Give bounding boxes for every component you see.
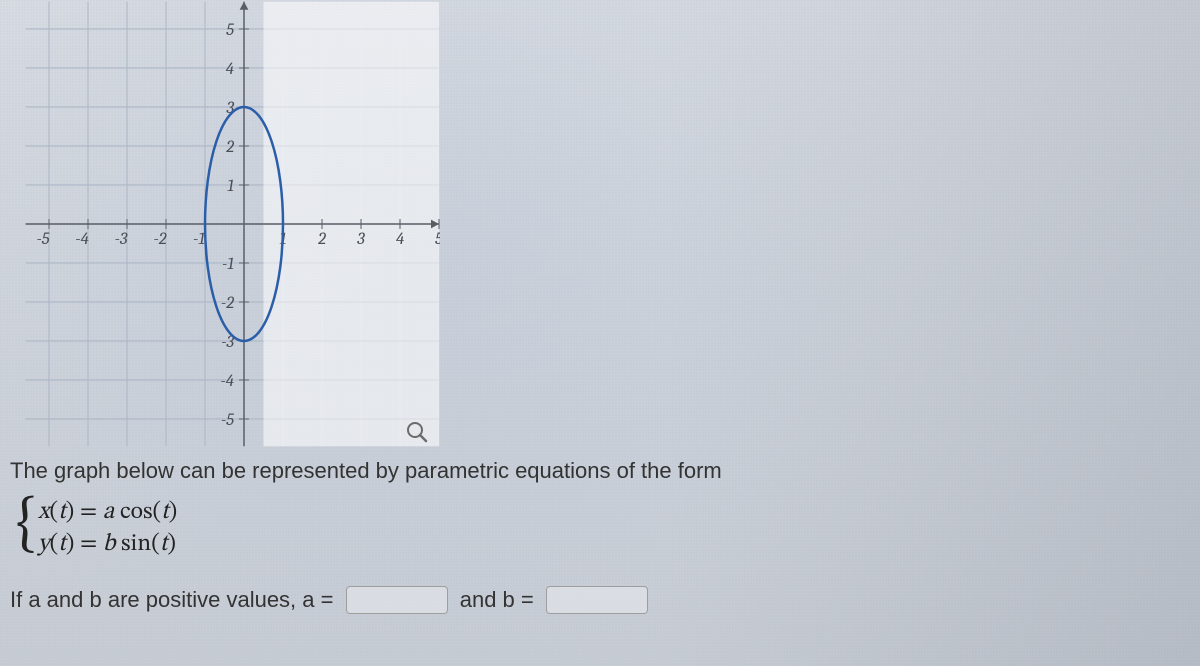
svg-text:4: 4 xyxy=(396,230,405,249)
svg-text:1: 1 xyxy=(227,177,234,196)
svg-text:-2: -2 xyxy=(221,294,234,313)
svg-text:4: 4 xyxy=(226,60,235,79)
prompt-prefix: If a and b are positive values, a = xyxy=(10,587,333,612)
svg-text:5: 5 xyxy=(435,230,440,249)
svg-text:-3: -3 xyxy=(115,230,128,249)
input-b[interactable] xyxy=(546,586,648,614)
chart-container: -5-4-3-2-112345-5-4-3-2-112345 xyxy=(10,0,440,455)
left-brace: { xyxy=(16,494,36,556)
svg-text:3: 3 xyxy=(356,230,365,249)
equation-x: x(t) = a cos(t) xyxy=(38,496,1180,528)
svg-text:-4: -4 xyxy=(75,230,89,249)
svg-text:-5: -5 xyxy=(221,411,234,430)
svg-text:-1: -1 xyxy=(193,230,205,249)
between-text: and b = xyxy=(460,587,534,612)
equation-y: y(t) = b sin(t) xyxy=(38,528,1180,560)
input-a[interactable] xyxy=(346,586,448,614)
question-intro: The graph below can be represented by pa… xyxy=(10,458,1180,484)
svg-text:-2: -2 xyxy=(153,230,166,249)
svg-text:2: 2 xyxy=(225,138,234,157)
coordinate-grid-chart: -5-4-3-2-112345-5-4-3-2-112345 xyxy=(10,0,440,455)
question-block: The graph below can be represented by pa… xyxy=(10,458,1180,615)
svg-text:-4: -4 xyxy=(220,372,234,391)
svg-text:5: 5 xyxy=(226,21,234,40)
svg-text:-5: -5 xyxy=(36,230,49,249)
answer-row: If a and b are positive values, a = and … xyxy=(10,587,1180,615)
svg-text:-1: -1 xyxy=(222,255,234,274)
magnify-icon[interactable] xyxy=(405,420,429,444)
svg-text:2: 2 xyxy=(317,230,326,249)
parametric-equations: { x(t) = a cos(t) y(t) = b sin(t) xyxy=(10,496,1180,561)
